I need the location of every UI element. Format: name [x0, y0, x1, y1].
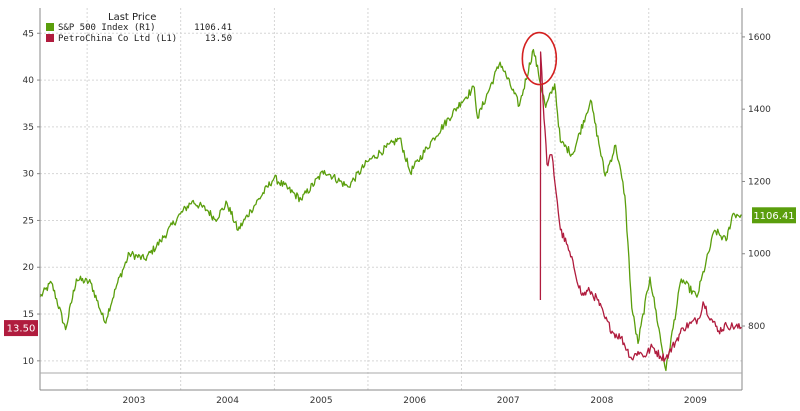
series-line-sp500	[39, 48, 743, 372]
badge-sp500: 1106.41	[753, 211, 794, 222]
left-tick-label: 40	[23, 76, 35, 86]
legend-label-petrochina: PetroChina Co Ltd (L1)	[58, 34, 177, 44]
badge-bg-petrochina	[4, 320, 38, 337]
axes	[39, 8, 743, 391]
series-layer	[39, 48, 743, 372]
legend-swatch-sp500	[46, 23, 54, 31]
year-labels: 2003 2004 2005 2006 2007 2008 2009	[122, 396, 707, 406]
left-tick-label: 25	[23, 216, 34, 226]
year-label: 2007	[497, 396, 520, 406]
year-label: 2004	[216, 396, 239, 406]
year-label: 2009	[684, 396, 707, 406]
left-axis-ticks: 10 15 20 25 30 35 40 45	[23, 29, 40, 367]
left-tick-label: 35	[23, 123, 34, 133]
year-label: 2008	[590, 396, 613, 406]
left-tick-label: 10	[23, 357, 35, 367]
series-line-petrochina	[539, 51, 743, 363]
legend-value-petrochina: 13.50	[205, 34, 232, 44]
legend-swatch-petrochina	[46, 34, 54, 42]
right-tick-label: 1200	[748, 177, 771, 187]
left-tick-label: 20	[23, 263, 35, 273]
badge-bg-sp500	[752, 207, 796, 224]
year-dividers	[86, 8, 743, 390]
left-tick-label: 45	[23, 29, 34, 39]
right-tick-label: 1600	[748, 33, 771, 43]
year-label: 2005	[310, 396, 333, 406]
right-tick-label: 1400	[748, 105, 771, 115]
right-tick-label: 1000	[748, 250, 771, 260]
legend-value-sp500: 1106.41	[194, 23, 232, 33]
annotation-circle	[521, 31, 558, 86]
year-label: 2006	[403, 396, 426, 406]
right-axis-ticks: 800 1000 1200 1400 1600	[742, 33, 771, 332]
right-tick-label: 800	[748, 322, 765, 332]
year-label: 2003	[122, 396, 145, 406]
annotation-layer	[521, 31, 558, 86]
badge-petrochina: 13.50	[7, 324, 36, 335]
legend-label-sp500: S&P 500 Index (R1)	[58, 23, 156, 33]
left-tick-label: 30	[23, 170, 35, 180]
value-badges: 1106.41 13.50	[4, 207, 796, 337]
legend-title: Last Price	[108, 12, 156, 23]
left-tick-label: 15	[23, 310, 34, 320]
grid	[40, 32, 742, 362]
